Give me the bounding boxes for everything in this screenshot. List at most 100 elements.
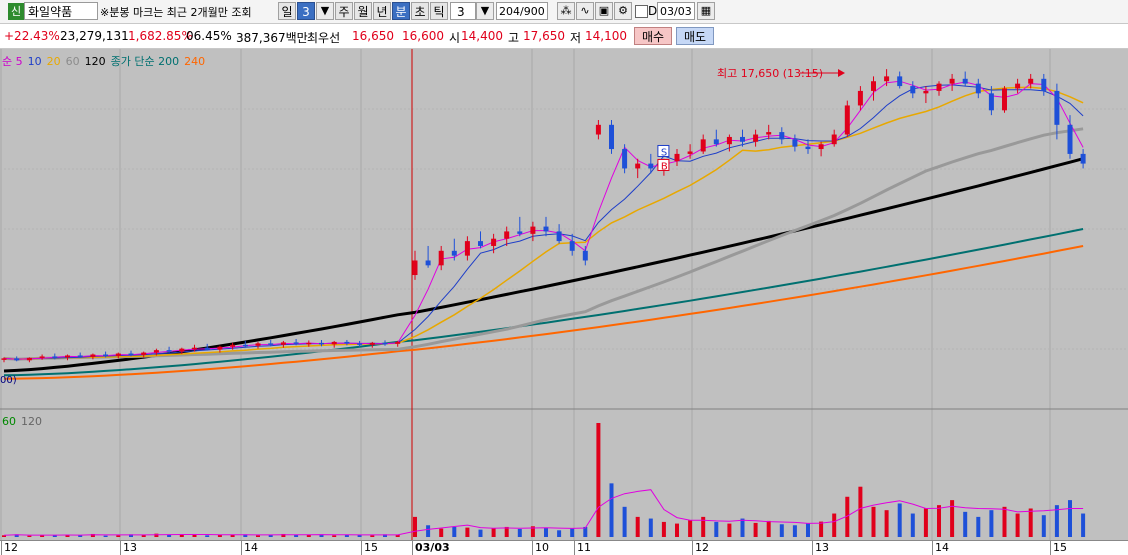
period-button-year[interactable]: 년 — [373, 2, 391, 20]
volume-bar — [792, 525, 797, 537]
trade-value: 387,367백만 — [236, 31, 308, 45]
volume-bar — [14, 534, 19, 537]
period-button-week[interactable]: 주 — [335, 2, 353, 20]
candle-body — [504, 231, 510, 239]
candle-body — [293, 342, 299, 344]
volume-bar — [583, 526, 588, 537]
x-axis-label: 03/03 — [415, 541, 450, 554]
candle-body — [753, 134, 759, 142]
period-button-day[interactable]: 일 — [278, 2, 296, 20]
notice-text: ※분봉 마크는 최근 2개월만 조회 — [100, 6, 252, 19]
volume-legend: 60 120 — [2, 415, 47, 428]
volume-bar — [413, 516, 417, 537]
candle-body — [395, 341, 401, 344]
candle-body — [923, 90, 929, 94]
volume-bar — [937, 505, 941, 537]
candle-body — [26, 357, 32, 361]
volume-bar — [395, 534, 400, 537]
date-checkbox[interactable] — [635, 5, 648, 18]
volume-bar — [675, 523, 679, 537]
volume-bar — [609, 483, 614, 537]
calendar-icon[interactable]: ▦ — [697, 2, 715, 20]
x-axis-tick — [412, 541, 413, 555]
volume-bar — [383, 534, 387, 537]
candle-body — [255, 343, 261, 346]
volume-bar — [217, 534, 222, 537]
candle-body — [805, 146, 811, 150]
low-price: 14,100 — [585, 29, 627, 43]
sell-marker — [657, 144, 670, 157]
period-button-second[interactable]: 초 — [411, 2, 429, 20]
period-button-tick[interactable]: 틱 — [430, 2, 448, 20]
candle-body — [949, 78, 955, 84]
volume-bar — [950, 500, 955, 537]
candle-body — [622, 149, 628, 169]
price-volume-chart[interactable]: SB — [0, 49, 1128, 540]
buy-marker — [657, 158, 670, 171]
volume-bar — [491, 528, 496, 537]
x-axis-tick — [692, 541, 693, 555]
period-button-month[interactable]: 월 — [354, 2, 372, 20]
candle-body — [1002, 88, 1007, 111]
volume-bar — [357, 534, 362, 537]
volume-bar — [1028, 508, 1033, 537]
candle-body — [582, 250, 588, 261]
candle-body — [438, 250, 444, 266]
candle-body — [1080, 153, 1086, 164]
candle-body — [884, 76, 890, 82]
save-icon[interactable]: ▣ — [595, 2, 613, 20]
candle-body — [357, 343, 363, 345]
best-bid-price: 16,600 — [402, 29, 444, 43]
candle-body — [77, 355, 83, 357]
dropdown-arrow-icon[interactable]: ▼ — [316, 2, 334, 20]
volume-bar — [192, 533, 197, 537]
date-field[interactable]: 03/03 — [657, 2, 695, 20]
volume-bar — [963, 511, 968, 537]
volume-bar — [661, 521, 666, 537]
volume-bar — [154, 533, 159, 537]
volume-bar — [268, 534, 273, 537]
volume-value: 23,279,131 — [60, 29, 129, 43]
sell-button[interactable]: 매도 — [676, 27, 714, 45]
volume-bar — [923, 508, 928, 537]
volume-bar — [1068, 500, 1072, 537]
candle-body — [857, 90, 863, 106]
candle-body — [217, 346, 223, 350]
interval-dropdown-icon[interactable]: ▼ — [476, 2, 494, 20]
stock-badge: 신 — [8, 3, 24, 20]
candle-body — [556, 231, 562, 242]
period-button-minute[interactable]: 분 — [392, 2, 410, 20]
candle-body — [530, 226, 536, 234]
candle-body — [609, 124, 614, 150]
sell-marker-text: S — [661, 147, 667, 158]
volume-bar — [65, 534, 70, 537]
x-axis-label: 14 — [244, 541, 258, 554]
line-tool-icon[interactable]: ∿ — [576, 2, 594, 20]
volume-ma-line — [3, 489, 1084, 536]
candle-body — [1, 358, 7, 360]
gear-icon[interactable]: ⚙ — [614, 2, 632, 20]
buy-button[interactable]: 매수 — [634, 27, 672, 45]
x-axis-label: 10 — [535, 541, 549, 554]
volume-bar — [989, 510, 994, 537]
stock-name-field[interactable]: 화일약품 — [24, 2, 98, 20]
volume-bar — [90, 533, 95, 537]
volume-bar — [688, 520, 693, 537]
candle-body — [451, 250, 457, 256]
ma120-line — [3, 157, 1084, 373]
candle-body — [280, 342, 286, 345]
high-annotation: 최고 17,650 (13:15) — [717, 67, 824, 80]
candle-settings-icon[interactable]: ⁂ — [557, 2, 575, 20]
candle-body — [871, 81, 876, 91]
candle-body — [818, 144, 824, 150]
volume-bar — [740, 518, 745, 537]
volume-bar — [52, 535, 57, 537]
x-axis-tick — [361, 541, 362, 555]
volume-bar — [753, 522, 758, 537]
price-legend-item-6: 240 — [184, 55, 206, 68]
candle-body — [1041, 78, 1047, 91]
buy-marker-text: B — [661, 161, 668, 172]
interval-field[interactable]: 3 — [450, 2, 476, 20]
period-count-field[interactable]: 3 — [297, 2, 315, 20]
